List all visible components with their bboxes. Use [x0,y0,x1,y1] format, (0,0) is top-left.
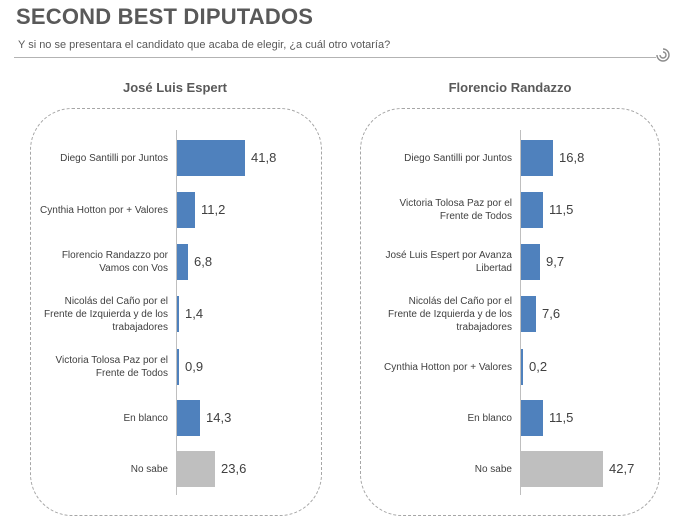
category-label: Diego Santilli por Juntos [404,153,512,164]
category-label: Victoria Tolosa Paz por el Frente de Tod… [55,355,168,379]
value-label: 41,8 [251,150,277,165]
category-label: Cynthia Hotton por + Valores [384,362,512,373]
value-label: 16,8 [559,150,585,165]
chart-title-randazzo: Florencio Randazzo [448,80,572,95]
bar [521,244,540,280]
value-label: 11,5 [549,410,574,425]
bar [177,296,180,332]
header-rule [14,57,656,58]
bar [521,349,523,385]
chart-title-espert: José Luis Espert [122,80,228,95]
category-label: José Luis Espert por Avanza Libertad [385,250,512,274]
category-label: No sabe [130,464,168,475]
swirl-icon [656,48,670,62]
category-label: Cynthia Hotton por + Valores [40,205,168,216]
category-label: Diego Santilli por Juntos [60,153,168,164]
chart-frame-espert [30,108,322,516]
category-label: Nicolás del Caño por el Frente de Izquie… [388,296,512,333]
value-label: 11,2 [201,202,226,217]
bar [521,192,544,228]
category-label: Victoria Tolosa Paz por el Frente de Tod… [399,198,512,222]
chart-axis-espert [176,130,177,495]
value-label: 11,5 [549,202,574,217]
bar [521,296,536,332]
page-subtitle: Y si no se presentara el candidato que a… [18,39,391,51]
bar [177,192,196,228]
category-label: No sabe [474,464,512,475]
bar [177,244,189,280]
value-label: 42,7 [609,461,635,476]
value-label: 0,2 [529,359,548,374]
bar [521,400,544,436]
category-label: En blanco [123,413,168,424]
value-label: 6,8 [194,254,213,269]
bar-no-sabe [521,451,604,487]
bar [521,140,554,176]
page-title: SECOND BEST DIPUTADOS [16,4,314,29]
chart-frame-randazzo [360,108,660,516]
category-label: Nicolás del Caño por el Frente de Izquie… [44,296,168,333]
bar [177,400,201,436]
bar-no-sabe [177,451,216,487]
category-label: Florencio Randazzo por Vamos con Vos [61,250,168,274]
chart-axis-randazzo [520,130,521,495]
value-label: 23,6 [221,461,247,476]
category-label: En blanco [467,413,512,424]
value-label: 0,9 [185,359,204,374]
bar [177,349,179,385]
value-label: 14,3 [206,410,232,425]
value-label: 7,6 [542,306,561,321]
value-label: 9,7 [546,254,565,269]
bar [177,140,245,176]
value-label: 1,4 [185,306,204,321]
